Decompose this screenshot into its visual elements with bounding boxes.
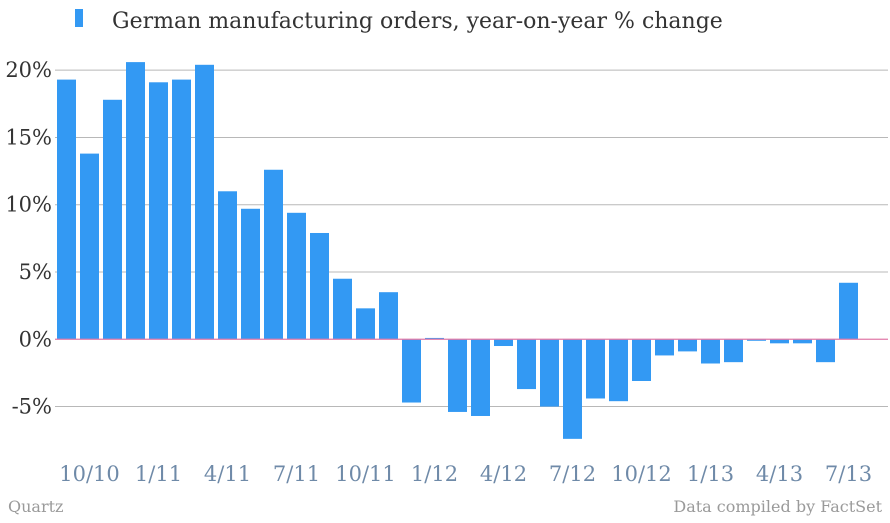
y-tick-label: -5% (12, 395, 52, 419)
bar (287, 212, 306, 340)
x-tick-label: 1/13 (687, 462, 734, 486)
bar (172, 79, 191, 340)
y-tick-label: 15% (5, 125, 52, 149)
x-tick-label: 1/11 (135, 462, 182, 486)
bar (816, 339, 835, 363)
bar (770, 339, 789, 344)
bar (655, 339, 674, 356)
legend-swatch (75, 9, 83, 27)
bar (747, 339, 766, 341)
bar (448, 339, 467, 412)
footer-source-right: Data compiled by FactSet (673, 497, 882, 516)
bar (471, 339, 490, 416)
bar (540, 339, 559, 407)
x-axis-tick-labels: 10/10 1/11 4/11 7/11 10/11 1/12 4/12 7/12 10/12 1… (59, 462, 872, 486)
bar (264, 169, 283, 340)
bars (57, 62, 858, 439)
x-tick-label: 10/12 (611, 462, 672, 486)
y-tick-label: 5% (19, 260, 52, 284)
bar (149, 82, 168, 340)
x-tick-label: 10/10 (59, 462, 120, 486)
bar (57, 79, 76, 340)
bar (356, 308, 375, 340)
x-tick-label: 7/11 (273, 462, 320, 486)
legend-label: German manufacturing orders, year-on-yea… (112, 9, 723, 34)
gridlines (55, 69, 888, 408)
bar (724, 339, 743, 363)
bar (494, 339, 513, 347)
bar (333, 278, 352, 340)
bar (195, 64, 214, 340)
bar (678, 339, 697, 352)
bar (632, 339, 651, 381)
x-tick-label: 1/12 (411, 462, 458, 486)
bar (379, 292, 398, 340)
x-tick-label: 7/12 (549, 462, 596, 486)
y-tick-label: 10% (5, 193, 52, 217)
y-tick-label: 20% (5, 58, 52, 82)
bar (241, 208, 260, 340)
bar (310, 232, 329, 340)
footer-source-left: Quartz (8, 497, 63, 516)
bar (839, 282, 858, 340)
bar (609, 339, 628, 402)
bar (218, 191, 237, 340)
bar (586, 339, 605, 399)
x-tick-label: 7/13 (825, 462, 872, 486)
bar (793, 339, 812, 344)
legend: German manufacturing orders, year-on-yea… (75, 9, 723, 34)
bar (103, 99, 122, 340)
bar (563, 339, 582, 439)
bar (701, 339, 720, 364)
bar (80, 153, 99, 340)
x-tick-label: 10/11 (335, 462, 396, 486)
bar (402, 339, 421, 403)
x-tick-label: 4/13 (756, 462, 803, 486)
bar (517, 339, 536, 390)
bar (126, 62, 145, 340)
y-tick-label: 0% (19, 327, 52, 351)
x-tick-label: 4/11 (204, 462, 251, 486)
y-axis-tick-labels: -5% 0% 5% 10% 15% 20% (5, 58, 52, 418)
x-tick-label: 4/12 (480, 462, 527, 486)
